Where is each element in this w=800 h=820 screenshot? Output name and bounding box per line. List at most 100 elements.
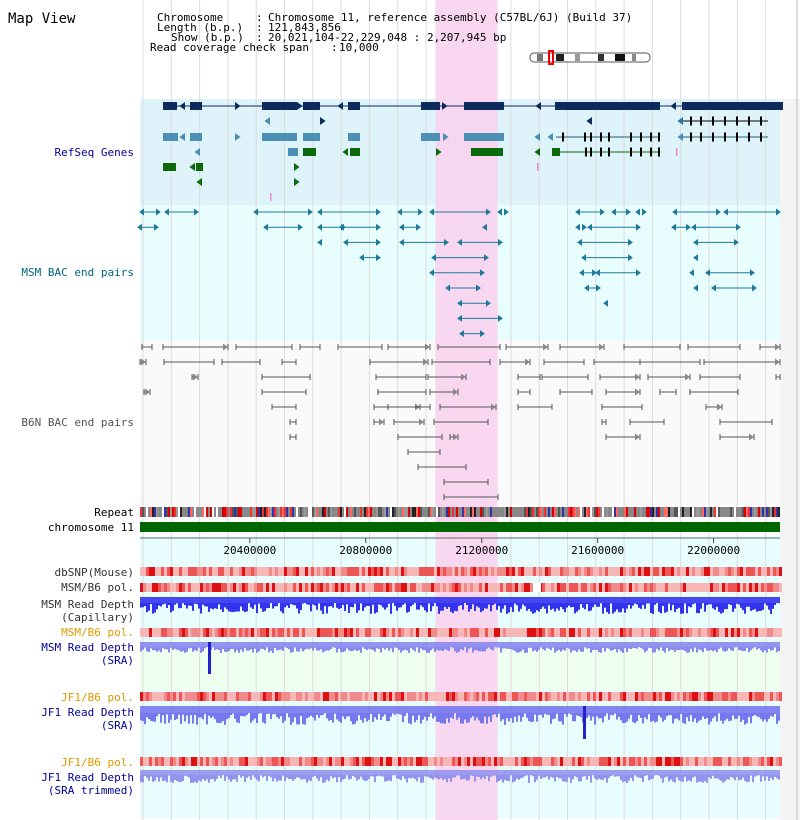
msm-bac-pair[interactable] [584,284,601,292]
b6n-bac-pair[interactable] [719,419,773,425]
msm-bac-pair[interactable] [671,223,691,231]
jf1-read-depth-sra-trimmed[interactable] [140,770,780,783]
msm-bac-pair[interactable] [579,269,597,277]
b6n-bac-pair[interactable] [235,344,293,350]
msm-bac-pair[interactable] [603,299,608,307]
track-label-jf1-b6-pol[interactable]: JF1/B6 pol. [61,691,134,704]
track-label-dbsnp[interactable]: dbSNP(Mouse) [55,566,134,579]
msm-bac-pair[interactable] [317,238,322,246]
dbsnp-heat-row[interactable] [140,567,782,576]
b6n-bac-pair[interactable] [299,344,321,350]
msm-bac-pair[interactable] [429,208,491,216]
msm-bac-pair[interactable] [359,254,381,262]
b6n-bac-pair[interactable] [289,434,297,440]
msm-bac-pair[interactable] [587,223,641,231]
gene-row-green-3[interactable] [196,178,300,201]
b6n-bac-pair[interactable] [623,344,681,350]
read-depth-tracks[interactable] [140,597,780,783]
msm-bac-pair[interactable] [693,238,739,246]
msm-bac-pairs-track[interactable] [137,208,781,338]
b6n-bac-pair[interactable] [139,358,147,366]
b6n-bac-pair[interactable] [162,343,229,351]
b6n-bac-pair[interactable] [271,404,297,410]
b6n-bac-pair[interactable] [191,373,199,381]
msm-bac-pair[interactable] [575,223,587,231]
b6n-bac-pair[interactable] [143,388,151,396]
msm-bac-pair[interactable] [672,208,721,216]
track-label-msm-depth-sra[interactable]: MSM Read Depth [41,641,134,654]
b6n-bac-pair[interactable] [541,374,589,380]
b6n-bac-pair[interactable] [639,359,701,365]
track-label-jf1-b6-pol-trimmed[interactable]: JF1/B6 pol. [61,756,134,769]
b6n-bac-pair[interactable] [689,389,739,395]
msm-bac-pair[interactable] [457,238,503,246]
b6n-bac-pair[interactable] [369,358,429,366]
track-label-msm-b6-pol-sra[interactable]: MSM/B6 pol. [61,626,134,639]
b6n-bac-pair[interactable] [505,343,549,351]
b6n-bac-pair[interactable] [281,359,297,365]
b6n-bac-pair[interactable] [599,373,641,381]
b6n-bac-pair[interactable] [705,403,723,411]
track-label-msm-b6-pol[interactable]: MSM/B6 pol. [61,581,134,594]
msm-bac-pair[interactable] [137,223,159,231]
b6n-bac-pair[interactable] [629,419,665,425]
b6n-bac-pair[interactable] [449,433,459,441]
b6n-bac-pair[interactable] [427,373,467,381]
gene-row-green[interactable] [194,147,678,157]
msm-read-depth-capillary[interactable] [140,597,780,614]
chromosome-bar[interactable] [140,522,780,532]
b6n-bac-pair[interactable] [397,434,443,440]
msm-bac-pair[interactable] [445,284,481,292]
msm-bac-pair[interactable] [399,238,449,246]
b6n-bac-pair[interactable] [429,388,459,396]
msm-b6-pol-sra-heat-row[interactable] [140,628,782,637]
b6n-bac-pair[interactable] [517,389,531,395]
b6n-bac-pair[interactable] [775,374,781,380]
b6n-bac-pair[interactable] [543,359,585,365]
b6n-bac-pair[interactable] [373,418,385,426]
b6n-bac-pair[interactable] [687,344,741,350]
b6n-bac-pair[interactable] [387,343,431,351]
msm-bac-pair[interactable] [459,330,485,338]
b6n-bac-pair[interactable] [407,449,441,455]
gene-row-green-2[interactable] [163,163,539,171]
b6n-bac-pair[interactable] [559,389,593,395]
track-label-jf1-depth[interactable]: JF1 Read Depth [41,706,134,719]
track-label-msm-bac[interactable]: MSM BAC end pairs [21,266,134,279]
b6n-bac-pair[interactable] [647,373,691,381]
b6n-bac-pair[interactable] [437,344,501,350]
b6n-bac-pair[interactable] [221,359,261,365]
msm-bac-pair[interactable] [691,223,741,231]
jf1-b6-pol-trimmed-heat-row[interactable] [140,757,782,766]
msm-bac-pair[interactable] [457,314,503,322]
msm-bac-pair[interactable] [711,284,757,292]
msm-bac-pair[interactable] [317,208,381,216]
b6n-bac-pair[interactable] [443,494,499,500]
msm-bac-pair[interactable] [431,254,489,262]
b6n-bac-pair[interactable] [699,374,741,380]
b6n-bac-pair[interactable] [337,344,383,350]
msm-bac-pair[interactable] [581,254,633,262]
b6n-bac-pair[interactable] [377,389,427,395]
chromosome-ideogram[interactable] [529,50,651,65]
b6n-bac-pair[interactable] [261,374,311,380]
msm-read-depth-sra[interactable] [140,642,780,674]
b6n-bac-pair[interactable] [517,404,553,410]
track-label-b6n-bac[interactable]: B6N BAC end pairs [21,416,134,429]
msm-bac-pair[interactable] [343,238,381,246]
b6n-bac-pair[interactable] [141,344,153,350]
msm-bac-pair[interactable] [253,208,313,216]
jf1-read-depth-sra[interactable] [140,706,780,739]
gene-row-small[interactable] [264,116,768,126]
msm-bac-pair[interactable] [263,223,303,231]
msm-bac-pair[interactable] [611,208,631,216]
track-label-chromosome[interactable]: chromosome 11 [48,521,134,534]
b6n-bac-pair[interactable] [387,404,431,410]
b6n-bac-pair[interactable] [703,358,781,366]
msm-bac-pair[interactable] [577,238,633,246]
msm-bac-pair[interactable] [497,208,509,216]
msm-bac-pair[interactable] [429,269,485,277]
b6n-bac-pair[interactable] [393,418,425,426]
msm-bac-pair[interactable] [689,269,694,277]
